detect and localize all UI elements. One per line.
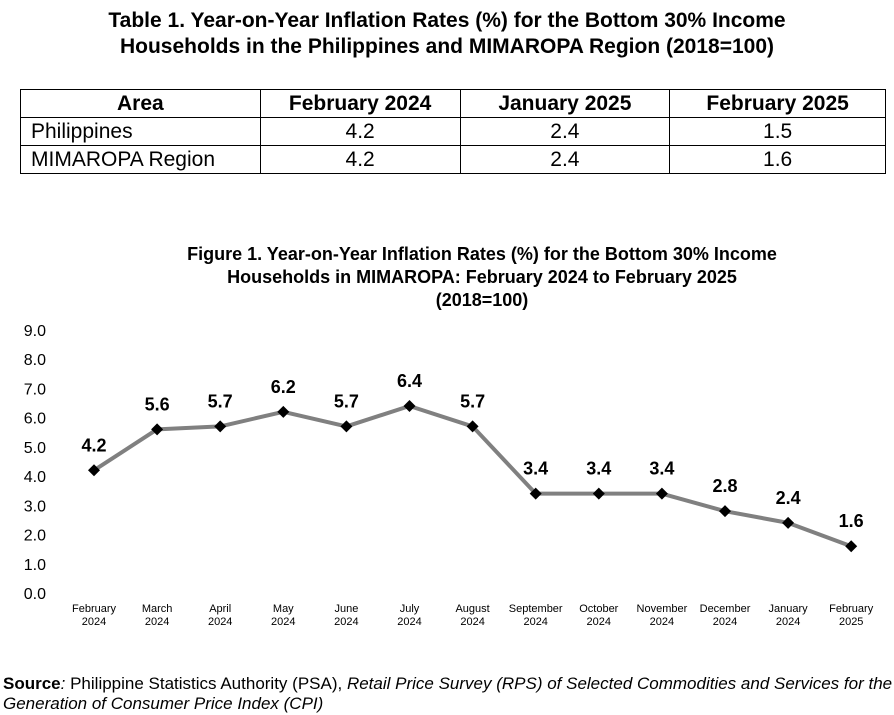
table-cell: 2.4 xyxy=(459,145,671,174)
data-label: 1.6 xyxy=(839,511,864,531)
data-point xyxy=(466,420,479,433)
table-title: Table 1. Year-on-Year Inflation Rates (%… xyxy=(0,8,894,60)
x-tick-label: March xyxy=(142,603,173,615)
x-tick-label-year: 2024 xyxy=(776,616,800,628)
data-point xyxy=(151,423,164,436)
x-tick-label-year: 2024 xyxy=(713,616,737,628)
x-tick-label: September xyxy=(509,603,563,615)
y-tick-label: 3.0 xyxy=(24,498,46,515)
data-label: 5.7 xyxy=(334,391,359,411)
table-cell: 4.2 xyxy=(259,145,461,174)
data-label: 6.4 xyxy=(397,371,422,391)
x-tick-label-year: 2024 xyxy=(208,616,232,628)
x-tick-label: August xyxy=(455,603,489,615)
x-tick-label-year: 2025 xyxy=(839,616,863,628)
table-cell: 2.4 xyxy=(459,117,671,146)
table-row: MIMAROPA Region 4.2 2.4 1.6 xyxy=(20,145,886,174)
y-tick-label: 5.0 xyxy=(24,440,46,457)
table-header-row: Area February 2024 January 2025 February… xyxy=(20,89,886,118)
y-tick-label: 8.0 xyxy=(24,352,46,369)
table-cell: 4.2 xyxy=(259,117,461,146)
x-tick-label-year: 2024 xyxy=(271,616,295,628)
data-label: 3.4 xyxy=(586,459,611,479)
y-tick-label: 7.0 xyxy=(24,381,46,398)
data-point xyxy=(88,464,100,477)
table-cell-area: Philippines xyxy=(20,117,261,146)
source-agency: Philippine Statistics Authority (PSA), xyxy=(65,674,347,693)
data-label: 2.4 xyxy=(776,488,801,508)
x-tick-label: February xyxy=(72,603,117,615)
data-point xyxy=(845,540,858,553)
x-tick-label-year: 2024 xyxy=(82,616,106,628)
table-cell: 1.6 xyxy=(669,145,886,174)
source-label: Source xyxy=(3,674,61,693)
x-tick-label-year: 2024 xyxy=(587,616,611,628)
x-tick-label-year: 2024 xyxy=(523,616,547,628)
figure-title-line-3: (2018=100) xyxy=(435,290,529,310)
x-tick-label-year: 2024 xyxy=(397,616,421,628)
data-label: 2.8 xyxy=(712,476,737,496)
figure-title: Figure 1. Year-on-Year Inflation Rates (… xyxy=(0,243,894,312)
data-point xyxy=(655,487,668,500)
x-tick-label-year: 2024 xyxy=(145,616,169,628)
source-note: Source: Philippine Statistics Authority … xyxy=(3,674,893,714)
inflation-table: Area February 2024 January 2025 February… xyxy=(20,89,886,174)
data-point xyxy=(340,420,353,433)
data-label: 3.4 xyxy=(523,459,548,479)
data-point xyxy=(403,399,416,412)
x-tick-label: October xyxy=(579,603,618,615)
x-tick-label-year: 2024 xyxy=(650,616,674,628)
table-cell-area: MIMAROPA Region xyxy=(20,145,261,174)
x-tick-label: May xyxy=(273,603,294,615)
data-label: 5.6 xyxy=(145,394,170,414)
y-tick-label: 4.0 xyxy=(24,469,46,486)
data-point xyxy=(214,420,227,433)
x-tick-label-year: 2024 xyxy=(334,616,358,628)
source-survey: Retail Price Survey (RPS) of Selected Co… xyxy=(3,674,893,713)
y-tick-label: 2.0 xyxy=(24,528,46,545)
x-tick-label: January xyxy=(769,603,809,615)
table-title-line-1: Table 1. Year-on-Year Inflation Rates (%… xyxy=(108,9,786,32)
header-jan-2025: January 2025 xyxy=(459,89,671,118)
x-tick-label: December xyxy=(700,603,751,615)
data-label: 6.2 xyxy=(271,377,296,397)
table-cell: 1.5 xyxy=(669,117,886,146)
x-tick-label-year: 2024 xyxy=(460,616,484,628)
data-point xyxy=(782,516,795,529)
source-colon: : xyxy=(60,674,66,693)
x-tick-label: April xyxy=(209,603,231,615)
data-point xyxy=(592,487,605,500)
table-row: Philippines 4.2 2.4 1.5 xyxy=(20,117,886,146)
y-tick-label: 1.0 xyxy=(24,557,46,574)
data-point xyxy=(719,505,731,518)
data-label: 5.7 xyxy=(460,391,485,411)
x-tick-label: February xyxy=(829,603,874,615)
x-tick-label: November xyxy=(637,603,688,615)
data-label: 3.4 xyxy=(649,459,674,479)
x-tick-label: June xyxy=(334,603,358,615)
y-tick-label: 0.0 xyxy=(24,586,46,603)
header-feb-2025: February 2025 xyxy=(669,89,886,118)
data-label: 4.2 xyxy=(81,435,106,455)
figure-title-line-1: Figure 1. Year-on-Year Inflation Rates (… xyxy=(187,244,777,264)
x-tick-label: July xyxy=(400,603,420,615)
figure-title-line-2: Households in MIMAROPA: February 2024 to… xyxy=(227,267,737,287)
y-tick-label: 9.0 xyxy=(24,323,46,340)
y-tick-label: 6.0 xyxy=(24,411,46,428)
table-title-line-2: Households in the Philippines and MIMARO… xyxy=(119,35,774,58)
data-label: 5.7 xyxy=(208,391,233,411)
data-point xyxy=(277,405,290,418)
data-point xyxy=(529,487,542,500)
